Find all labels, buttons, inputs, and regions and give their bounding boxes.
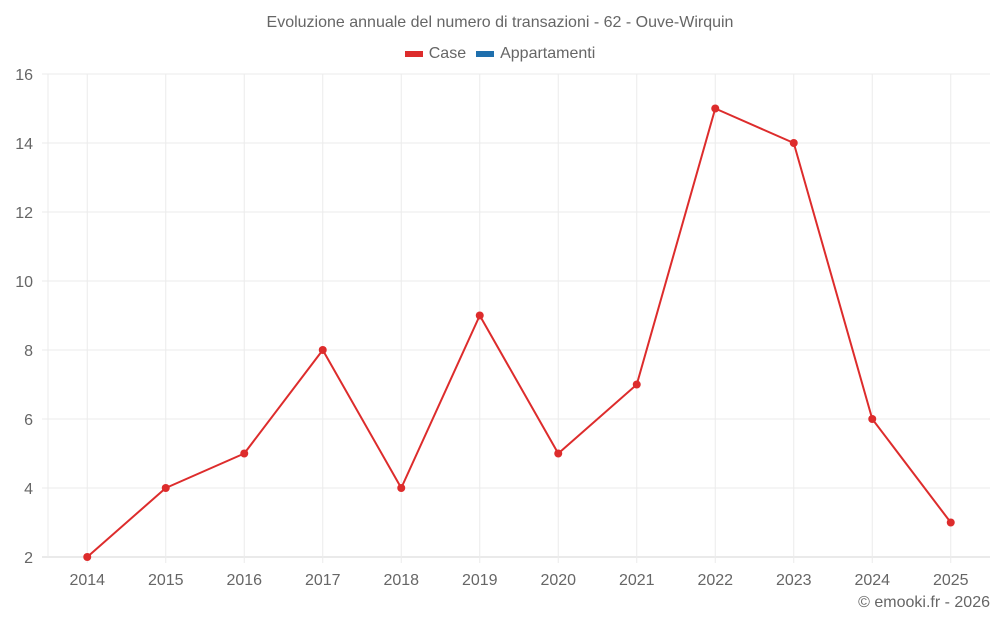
- legend-item-case[interactable]: Case: [404, 45, 467, 63]
- data-point[interactable]: [397, 484, 406, 492]
- data-point[interactable]: [554, 449, 563, 458]
- x-tick-label: 2024: [854, 572, 890, 589]
- data-point[interactable]: [789, 139, 798, 147]
- x-tick-label: 2021: [619, 572, 655, 589]
- y-tick-label: 2: [24, 550, 33, 567]
- data-point[interactable]: [632, 380, 641, 389]
- data-point[interactable]: [240, 449, 249, 458]
- credit-text: © emooki.fr - 2026: [858, 594, 990, 611]
- data-point[interactable]: [318, 346, 327, 354]
- legend-label-appartamenti: Appartamenti: [500, 45, 596, 62]
- data-point[interactable]: [868, 415, 877, 423]
- data-point[interactable]: [946, 518, 955, 527]
- y-tick-label: 14: [15, 136, 33, 153]
- chart-title: Evoluzione annuale del numero di transaz…: [266, 14, 734, 31]
- legend-swatch-appartamenti: [476, 51, 495, 57]
- x-tick-label: 2017: [305, 572, 341, 589]
- x-tick-label: 2016: [226, 572, 262, 589]
- legend-item-appartamenti[interactable]: Appartamenti: [476, 45, 595, 63]
- x-tick-label: 2018: [383, 572, 419, 589]
- y-tick-label: 10: [15, 274, 33, 291]
- series-line-case: [86, 107, 952, 558]
- chart-legend: Case Appartamenti: [0, 45, 1000, 63]
- y-tick-label: 6: [24, 412, 33, 429]
- data-point[interactable]: [711, 104, 720, 113]
- x-tick-label: 2020: [540, 572, 576, 589]
- x-tick-label: 2014: [69, 572, 105, 589]
- y-tick-label: 16: [15, 67, 33, 84]
- x-tick-label: 2019: [462, 572, 498, 589]
- data-point[interactable]: [161, 484, 170, 492]
- x-tick-label: 2023: [776, 572, 812, 589]
- x-tick-label: 2022: [697, 572, 733, 589]
- x-tick-label: 2025: [933, 572, 969, 589]
- y-tick-label: 4: [24, 481, 33, 498]
- legend-label-case: Case: [428, 45, 467, 62]
- data-point[interactable]: [475, 311, 484, 320]
- y-tick-label: 12: [15, 205, 33, 222]
- data-point[interactable]: [83, 553, 92, 561]
- y-tick-label: 8: [24, 343, 33, 360]
- x-tick-label: 2015: [148, 572, 184, 589]
- legend-swatch-case: [404, 51, 423, 57]
